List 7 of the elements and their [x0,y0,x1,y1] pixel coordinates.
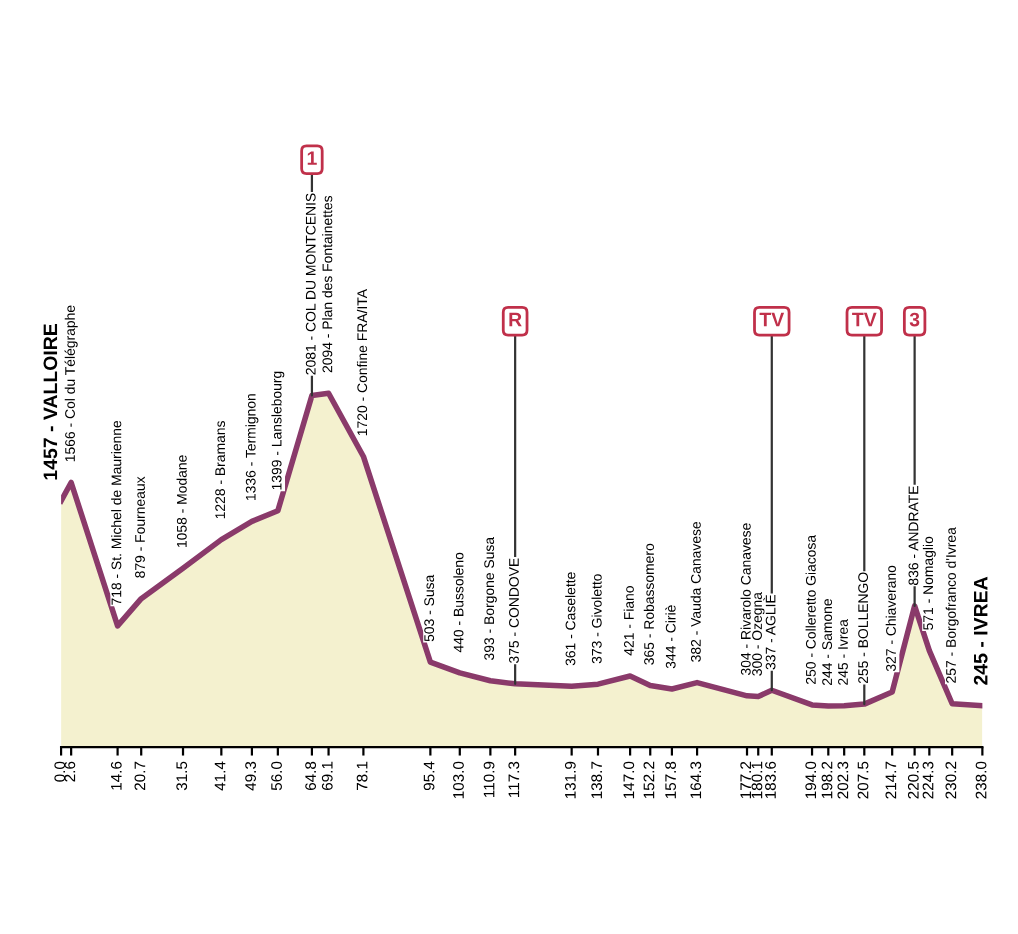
annotation: TV [759,312,785,327]
data-label: 1457 - VALLOIRE [43,324,58,480]
annotation: TV [852,312,877,327]
data-label: 245 - IVREA [973,576,988,685]
annotation: 3 [909,312,920,327]
annotation: 1 [307,151,317,165]
annotation: R [509,312,522,327]
